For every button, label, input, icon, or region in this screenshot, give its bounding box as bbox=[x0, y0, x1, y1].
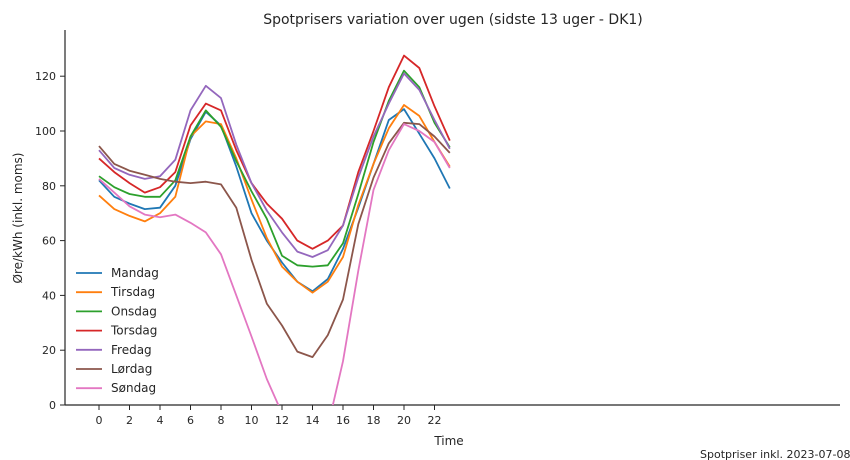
legend-label-tirsdag: Tirsdag bbox=[110, 285, 155, 299]
series-line-sondag bbox=[98, 123, 451, 405]
x-tick-label: 8 bbox=[218, 414, 225, 427]
series-lines bbox=[98, 54, 451, 405]
chart-title: Spotprisers variation over ugen (sidste … bbox=[263, 12, 643, 28]
y-tick-label: 120 bbox=[35, 70, 56, 83]
x-axis-label: Time bbox=[433, 434, 463, 448]
legend-label-sondag: Søndag bbox=[111, 381, 156, 395]
y-tick-label: 20 bbox=[42, 344, 56, 357]
series-line-fredag bbox=[98, 72, 451, 258]
series-line-torsdag bbox=[98, 54, 451, 250]
x-tick-label: 22 bbox=[428, 414, 442, 427]
x-tick-label: 2 bbox=[126, 414, 133, 427]
y-tick-label: 80 bbox=[42, 180, 56, 193]
y-axis-label: Øre/kWh (inkl. moms) bbox=[11, 153, 25, 284]
legend-label-onsdag: Onsdag bbox=[111, 304, 157, 318]
axes bbox=[64, 30, 840, 406]
x-tick-label: 20 bbox=[397, 414, 411, 427]
legend-label-torsdag: Torsdag bbox=[110, 324, 157, 338]
y-tick-label: 60 bbox=[42, 235, 56, 248]
x-tick-label: 0 bbox=[96, 414, 103, 427]
y-tick-label: 40 bbox=[42, 289, 56, 302]
series-line-onsdag bbox=[98, 69, 451, 268]
series-line-tirsdag bbox=[98, 104, 451, 294]
x-tick-label: 6 bbox=[187, 414, 194, 427]
x-tick-label: 14 bbox=[306, 414, 320, 427]
x-ticks: 0 2 4 6 8 10 12 14 16 18 20 22 bbox=[96, 405, 442, 427]
y-tick-label: 100 bbox=[35, 125, 56, 138]
x-tick-label: 16 bbox=[336, 414, 350, 427]
x-tick-label: 12 bbox=[275, 414, 289, 427]
legend: Mandag Tirsdag Onsdag Torsdag Fredag Lørdag Sø… bbox=[76, 266, 159, 395]
legend-label-mandag: Mandag bbox=[111, 266, 159, 280]
series-line-lordag bbox=[98, 121, 451, 359]
y-ticks: 0 20 40 60 80 100 120 bbox=[35, 70, 65, 412]
x-tick-label: 18 bbox=[367, 414, 381, 427]
x-tick-label: 10 bbox=[245, 414, 259, 427]
legend-label-fredag: Fredag bbox=[111, 343, 152, 357]
legend-label-lordag: Lørdag bbox=[111, 362, 152, 376]
y-tick-label: 0 bbox=[49, 399, 56, 412]
footnote: Spotpriser inkl. 2023-07-08 bbox=[700, 448, 850, 460]
x-tick-label: 4 bbox=[157, 414, 164, 427]
